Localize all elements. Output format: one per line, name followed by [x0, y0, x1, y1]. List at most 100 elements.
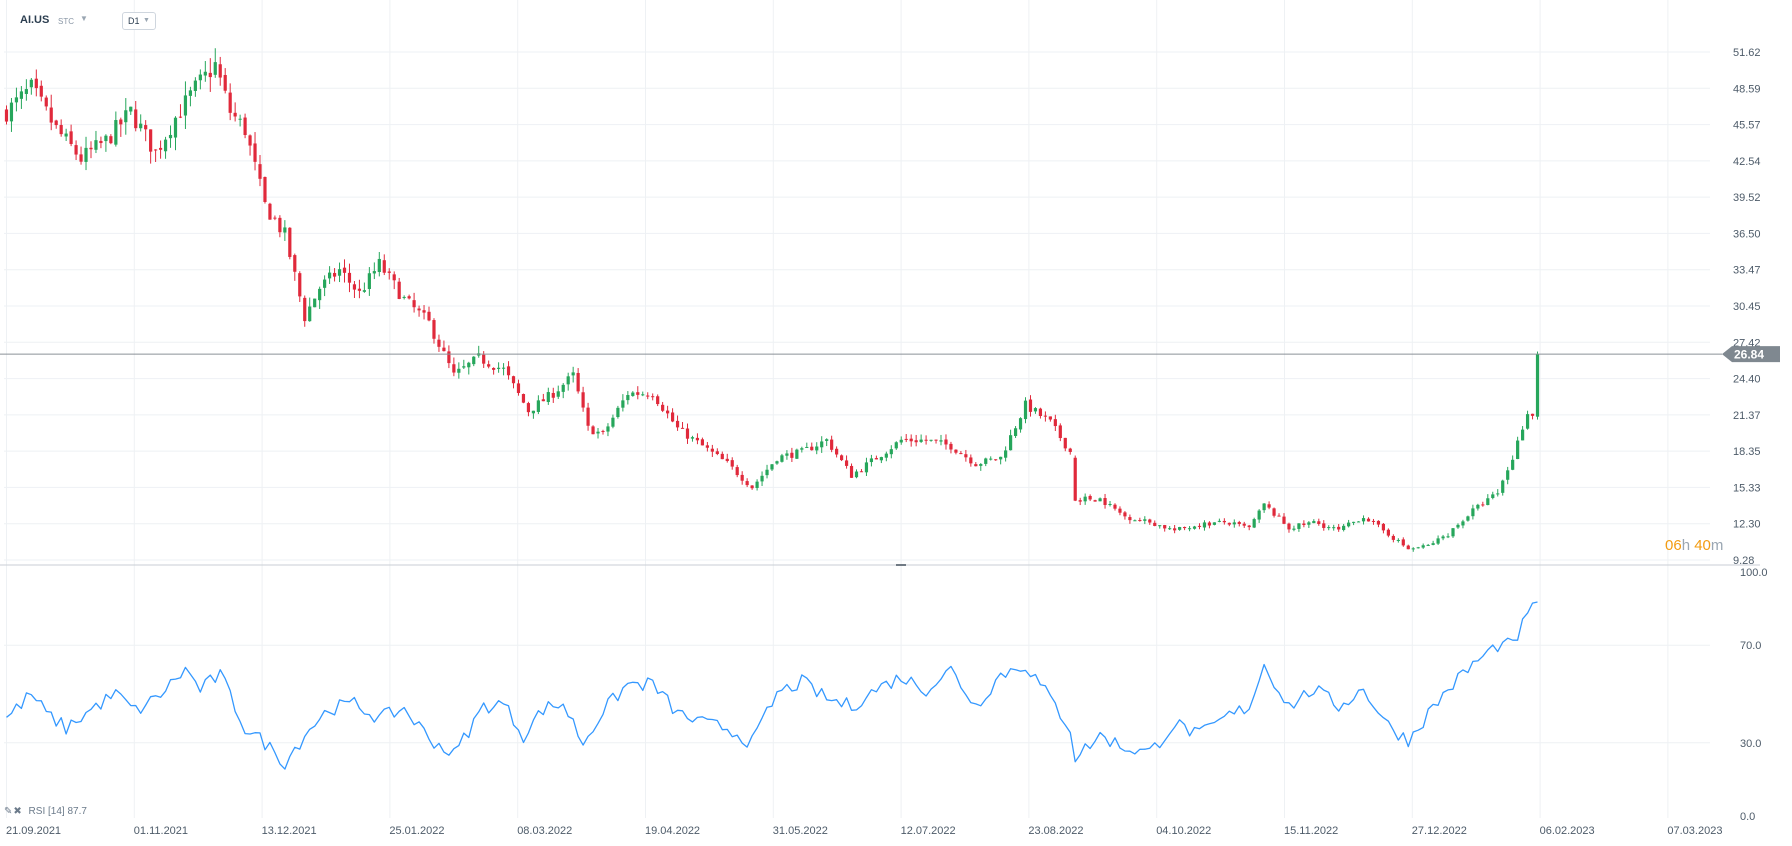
candle-body: [710, 448, 714, 452]
candle-body: [1332, 527, 1336, 529]
price-tick-label: 45.57: [1733, 120, 1761, 132]
candle-body: [770, 464, 774, 470]
candle-body: [442, 347, 446, 352]
candle-body: [974, 464, 978, 467]
candle-body: [750, 485, 754, 489]
edit-delete-icons[interactable]: ✎✖: [4, 806, 23, 817]
candle-body: [54, 120, 58, 126]
candle-body: [1272, 508, 1276, 516]
candle-body: [1138, 520, 1142, 522]
chevron-down-icon[interactable]: ▼: [80, 14, 88, 23]
candle-body: [576, 372, 580, 392]
candle-body: [337, 269, 342, 276]
timeframe-select[interactable]: D1 ▼: [122, 12, 156, 30]
candle-body: [19, 91, 23, 99]
candle-body: [720, 453, 724, 460]
candle-body: [1212, 522, 1217, 525]
candle-body: [258, 164, 262, 179]
candle-body: [109, 136, 113, 144]
candle-body: [1376, 520, 1381, 525]
candle-body: [705, 445, 709, 448]
candle-body: [1446, 536, 1450, 538]
candle-body: [541, 399, 545, 402]
candle-body: [730, 460, 734, 467]
price-tick-label: 15.33: [1733, 482, 1761, 494]
candle-body: [1516, 440, 1520, 460]
candle-body: [1282, 516, 1286, 524]
candle-body: [362, 290, 366, 292]
countdown-minutes: 40: [1694, 537, 1711, 554]
candle-body: [129, 106, 133, 112]
candle-body: [173, 117, 178, 138]
candle-body: [944, 439, 948, 445]
candle-body: [984, 458, 988, 464]
candle-body: [1371, 520, 1376, 522]
candle-body: [1123, 512, 1127, 517]
candle-body: [869, 458, 874, 463]
countdown-h-unit: h: [1681, 537, 1691, 554]
candle-body: [1098, 498, 1102, 502]
candle-body: [755, 481, 759, 488]
candle-body: [1521, 429, 1525, 441]
candle-body: [979, 464, 983, 466]
candle-body: [1247, 525, 1251, 528]
candle-body: [1113, 504, 1117, 509]
candle-body: [919, 439, 923, 442]
candle-body: [964, 454, 968, 458]
candle-body: [1222, 520, 1226, 523]
candle-body: [427, 311, 431, 321]
candle-body: [1257, 510, 1261, 520]
candle-body: [1456, 524, 1460, 528]
candlestick-series: [4, 48, 1540, 552]
candle-body: [546, 392, 550, 403]
candle-body: [387, 271, 391, 273]
candle-body: [432, 320, 436, 339]
candle-body: [1252, 519, 1256, 528]
candle-body: [1322, 523, 1326, 528]
price-tick-label: 12.30: [1733, 519, 1761, 531]
time-tick-label: 27.12.2022: [1412, 825, 1467, 837]
candle-body: [646, 395, 650, 397]
candle-body: [820, 441, 824, 448]
candle-body: [1297, 523, 1301, 529]
candle-body: [994, 459, 998, 461]
price-tick-label: 36.50: [1733, 228, 1761, 240]
candle-body: [909, 438, 913, 442]
candle-body: [780, 455, 784, 462]
rsi-tick-label: 100.0: [1740, 567, 1768, 579]
candle-body: [24, 89, 28, 94]
candle-body: [64, 133, 68, 137]
time-tick-label: 08.03.2022: [517, 825, 572, 837]
candle-body: [1108, 504, 1112, 506]
candle-body: [879, 457, 883, 461]
candle-body: [1068, 448, 1072, 452]
candle-body: [1187, 528, 1192, 530]
price-tick-label: 24.40: [1733, 374, 1761, 386]
candle-body: [407, 296, 411, 299]
time-tick-label: 31.05.2022: [773, 825, 828, 837]
candle-body: [1511, 459, 1515, 470]
candle-body: [1277, 515, 1281, 517]
candle-body: [367, 273, 371, 289]
candle-body: [551, 392, 555, 398]
candle-body: [273, 217, 277, 219]
candle-body: [526, 403, 531, 413]
candle-body: [1491, 494, 1495, 498]
candle-body: [924, 439, 928, 441]
candle-body: [452, 364, 456, 373]
symbol-label[interactable]: AI.US: [20, 14, 50, 26]
candle-body: [298, 273, 302, 297]
time-tick-label: 23.08.2022: [1028, 825, 1083, 837]
candle-body: [39, 85, 43, 97]
candle-body: [1038, 408, 1043, 417]
candle-body: [402, 296, 406, 298]
candle-body: [1232, 522, 1236, 525]
candle-body: [864, 462, 869, 473]
candle-body: [1292, 528, 1296, 530]
candle-body: [571, 372, 575, 376]
candle-body: [506, 366, 511, 376]
candle-body: [392, 274, 396, 281]
candle-body: [417, 308, 421, 311]
candle-body: [656, 396, 660, 405]
